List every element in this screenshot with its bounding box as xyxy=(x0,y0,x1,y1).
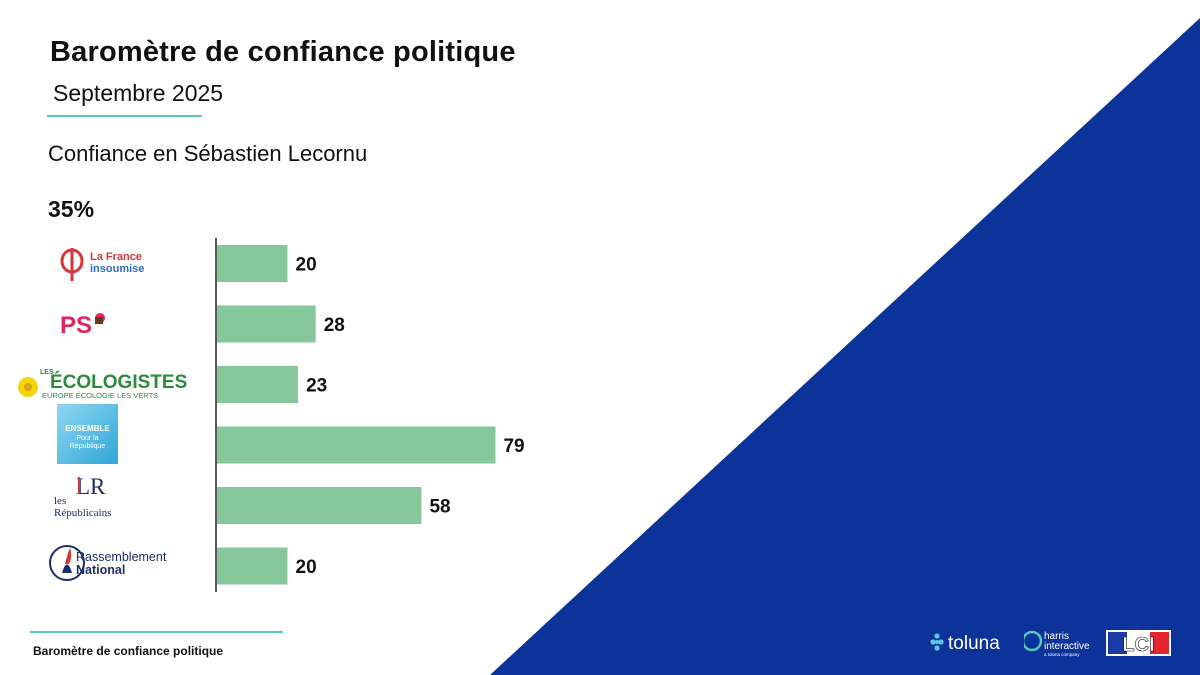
svg-text:Rassemblement: Rassemblement xyxy=(76,550,167,564)
page-subtitle: Septembre 2025 xyxy=(53,80,224,106)
lfi-logo: La France insoumise xyxy=(58,245,158,283)
chart-question: Confiance en Sébastien Lecornu xyxy=(48,141,368,166)
svg-text:République: République xyxy=(70,443,106,450)
svg-text:a toluna company: a toluna company xyxy=(1044,652,1080,657)
lci-logo: LCI xyxy=(1106,630,1171,656)
title-divider xyxy=(47,115,202,117)
svg-text:harris: harris xyxy=(1044,631,1069,642)
ps-logo: PS xyxy=(58,306,118,342)
toluna-logo: toluna xyxy=(928,628,1023,656)
rn-logo: Rassemblement National xyxy=(48,542,178,584)
lr-logo: LR les Républicains xyxy=(52,472,124,520)
svg-text:insoumise: insoumise xyxy=(90,263,144,275)
ecologistes-logo: LES ÉCOLOGISTES EUROPE ÉCOLOGIE LES VERT… xyxy=(14,366,189,404)
svg-text:National: National xyxy=(76,563,125,577)
svg-text:LR: LR xyxy=(76,474,106,499)
svg-text:Pour la: Pour la xyxy=(76,435,98,442)
svg-text:La France: La France xyxy=(90,251,142,263)
svg-text:ENSEMBLE: ENSEMBLE xyxy=(65,424,110,433)
footer-text: Baromètre de confiance politique xyxy=(33,644,224,658)
svg-text:LES: LES xyxy=(40,369,54,376)
svg-text:interactive: interactive xyxy=(1044,641,1090,652)
footer-divider xyxy=(30,631,283,633)
svg-text:PS: PS xyxy=(60,312,92,339)
svg-text:ÉCOLOGISTES: ÉCOLOGISTES xyxy=(50,371,187,393)
svg-text:EUROPE ÉCOLOGIE LES VERTS: EUROPE ÉCOLOGIE LES VERTS xyxy=(42,391,158,400)
harris-interactive-logo: harris interactive a toluna company xyxy=(1021,628,1104,660)
page-title: Baromètre de confiance politique xyxy=(50,36,516,68)
svg-text:les: les xyxy=(54,495,66,507)
svg-text:Républicains: Républicains xyxy=(54,507,111,519)
svg-text:LCI: LCI xyxy=(1122,634,1154,656)
overall-value: 35% xyxy=(48,196,95,222)
ensemble-logo: ENSEMBLE Pour la République xyxy=(57,404,118,464)
svg-text:toluna: toluna xyxy=(948,633,1000,654)
